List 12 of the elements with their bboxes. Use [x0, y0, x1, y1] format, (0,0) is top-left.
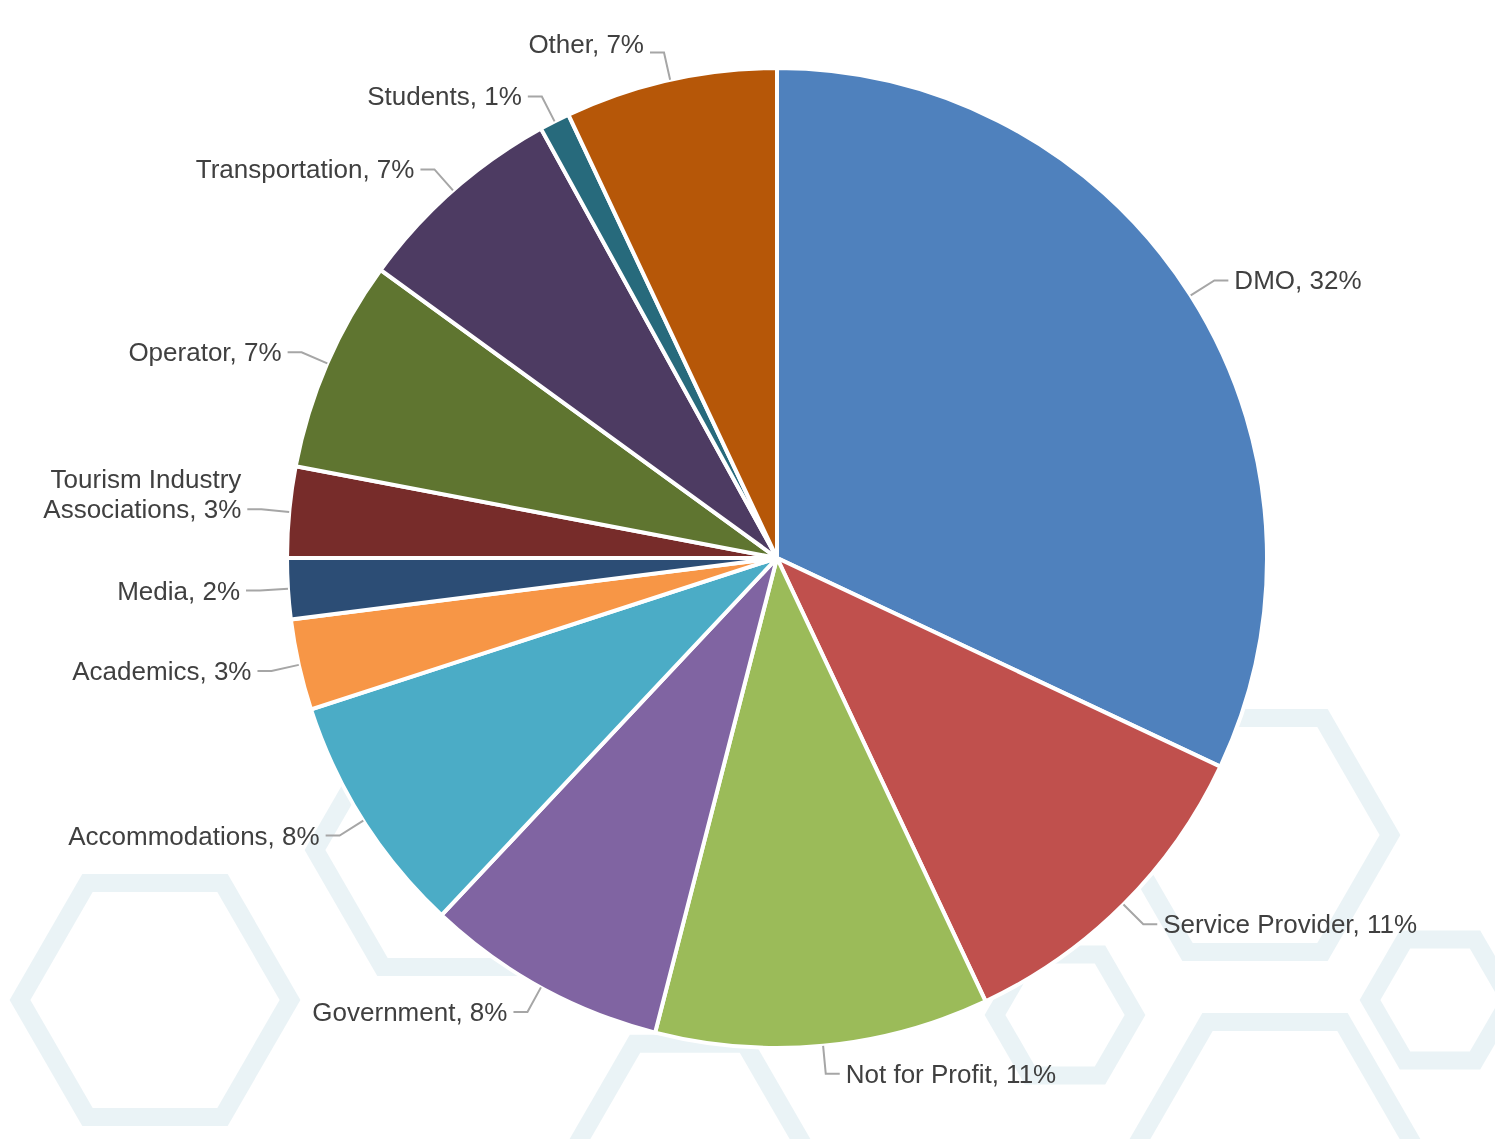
slice-label: Government, 8% [312, 996, 508, 1027]
slice-label: Students, 1% [367, 81, 522, 112]
slice-label: Media, 2% [117, 575, 241, 606]
slice-label: Transportation, 7% [195, 154, 415, 185]
slice-label: Accommodations, 8% [68, 820, 320, 851]
slice-label: DMO, 32% [1234, 265, 1362, 296]
slice-label: Other, 7% [528, 29, 644, 60]
slice-label: Tourism Industry Associations, 3% [43, 464, 242, 525]
slice-label: Service Provider, 11% [1163, 909, 1418, 940]
slice-label: Operator, 7% [128, 337, 282, 368]
slice-label: Not for Profit, 11% [845, 1058, 1057, 1089]
slice-label: Academics, 3% [72, 656, 252, 686]
